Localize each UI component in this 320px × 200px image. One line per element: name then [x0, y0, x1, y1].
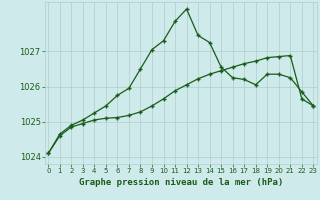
X-axis label: Graphe pression niveau de la mer (hPa): Graphe pression niveau de la mer (hPa) — [79, 178, 283, 187]
